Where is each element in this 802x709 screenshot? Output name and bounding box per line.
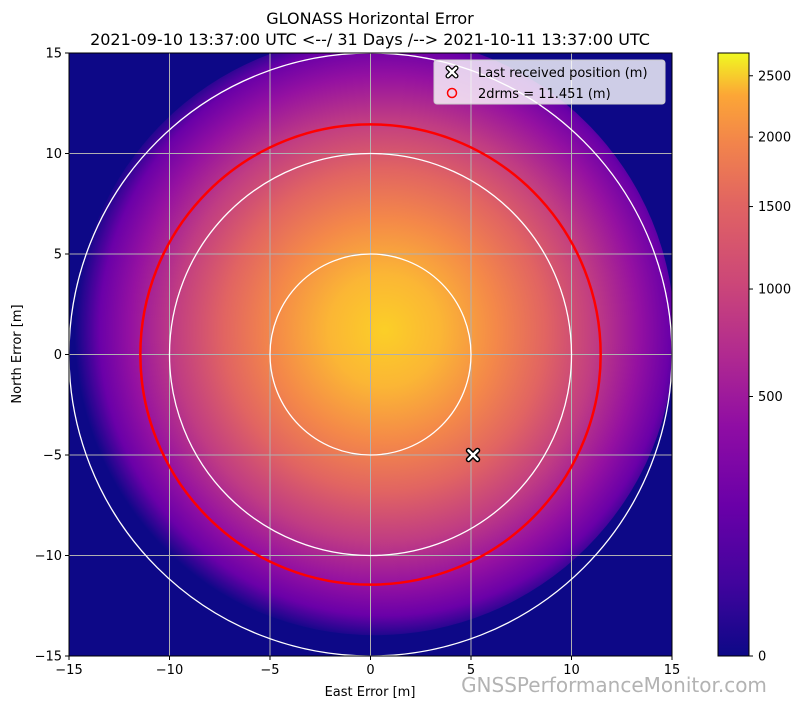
y-tick-label: 0 <box>54 348 62 363</box>
y-tick-label: 15 <box>45 47 62 62</box>
legend-label-2drms: 2drms = 11.451 (m) <box>478 87 611 102</box>
reference-circle <box>269 253 472 456</box>
legend: Last received position (m) 2drms = 11.45… <box>433 59 666 105</box>
chart-title: GLONASS Horizontal Error <box>266 9 474 28</box>
x-axis-label: East Error [m] <box>325 685 416 700</box>
colorbar-tick-label: 1000 <box>758 283 791 298</box>
colorbar-tick-label: 0 <box>758 650 766 665</box>
legend-box <box>433 59 666 105</box>
x-tick-label: −15 <box>55 663 82 678</box>
colorbar: 0 500 1000 1500 2000 2500 <box>717 52 791 665</box>
colorbar-gradient <box>717 52 750 657</box>
y-tick-label: −10 <box>35 549 62 564</box>
last-position-x <box>467 449 479 461</box>
colorbar-tick-label: 500 <box>758 390 783 405</box>
colorbar-tick-label: 2500 <box>758 69 791 84</box>
y-tick-label: −5 <box>43 449 62 464</box>
y-axis-label: North Error [m] <box>10 304 25 403</box>
x-tick-label: −5 <box>260 663 279 678</box>
y-tick-label: 5 <box>54 248 62 263</box>
legend-label-last-position: Last received position (m) <box>478 66 648 81</box>
x-axis-ticks: −15 −10 −5 0 5 10 15 <box>55 656 680 678</box>
colorbar-tick-label: 1500 <box>758 200 791 215</box>
x-tick-label: 15 <box>664 663 681 678</box>
x-tick-label: 5 <box>467 663 475 678</box>
watermark: GNSSPerformanceMonitor.com <box>461 673 767 697</box>
red-circle-icon <box>446 87 458 99</box>
colorbar-tick-label: 2000 <box>758 131 791 146</box>
x-tick-label: −10 <box>156 663 183 678</box>
x-tick-label: 10 <box>563 663 580 678</box>
plot-area <box>69 53 672 656</box>
colorbar-ticks: 0 500 1000 1500 2000 2500 <box>749 69 791 665</box>
y-tick-label: −15 <box>35 650 62 665</box>
last-position-marker <box>465 447 481 463</box>
density-blob <box>74 53 672 636</box>
x-marker-icon <box>445 65 459 79</box>
x-tick-label: 0 <box>366 663 374 678</box>
reference-circle <box>168 152 573 557</box>
chart-subtitle: 2021-09-10 13:37:00 UTC <--/ 31 Days /--… <box>90 30 650 49</box>
drms-circle <box>139 123 602 586</box>
reference-circles <box>69 53 672 656</box>
density-heatmap <box>74 53 672 636</box>
y-tick-label: 10 <box>45 147 62 162</box>
y-axis-ticks: −15 −10 −5 0 5 10 15 <box>35 47 69 665</box>
